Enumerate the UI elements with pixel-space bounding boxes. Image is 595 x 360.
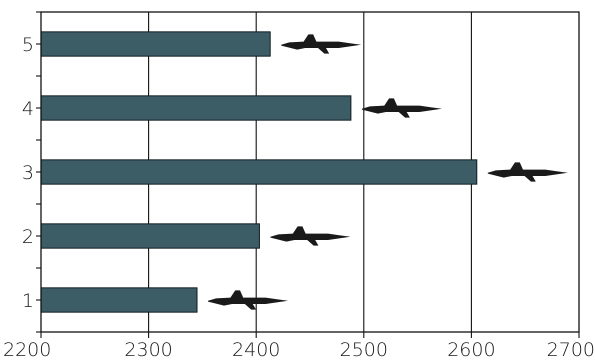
y-tick-label: 4: [22, 98, 34, 120]
x-axis-tick-labels: 2200 2300 2400 2500 2600 2700: [3, 339, 595, 360]
y-tick-label: 3: [22, 162, 34, 184]
bar-3: [40, 159, 478, 185]
x-tick-label: 2600: [447, 339, 495, 360]
axis-ticks: [36, 11, 580, 338]
y-tick-label: 2: [22, 226, 34, 248]
y-axis-tick-labels: 1 2 3 4 5: [22, 34, 34, 312]
x-tick-label: 2300: [124, 339, 172, 360]
bar-4: [40, 95, 352, 121]
bar-2: [40, 223, 260, 249]
jet-silhouette-icon: [208, 290, 289, 310]
bar-1: [40, 287, 198, 313]
jet-silhouette-icon: [361, 98, 442, 118]
y-tick-label: 5: [22, 34, 34, 56]
jet-silhouette-icon: [270, 226, 351, 246]
jet-silhouette-icon: [487, 162, 568, 182]
bars: [40, 31, 478, 313]
x-tick-label: 2200: [3, 339, 51, 360]
jet-silhouette-icon: [281, 34, 362, 54]
y-tick-label: 1: [22, 290, 34, 312]
bar-5: [40, 31, 271, 57]
x-tick-label: 2500: [340, 339, 388, 360]
x-tick-label: 2400: [232, 339, 280, 360]
x-tick-label: 2700: [547, 339, 595, 360]
